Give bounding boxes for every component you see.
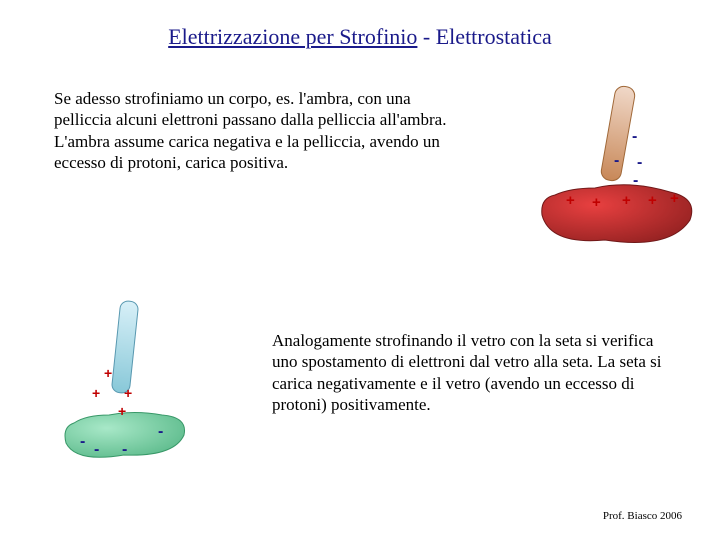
glass-plus-0: + (104, 365, 112, 381)
amber-minus-2: - (637, 154, 642, 172)
diagram-glass-silk: ++++---- (54, 295, 224, 465)
title-underlined: Elettrizzazione per Strofinio (168, 24, 417, 49)
amber-minus-3: - (633, 172, 638, 190)
paragraph-1: Se adesso strofiniamo un corpo, es. l'am… (54, 88, 454, 173)
silk-minus-3: - (80, 433, 85, 451)
footer-credit: Prof. Biasco 2006 (603, 510, 682, 522)
fur-plus-2: + (622, 192, 631, 209)
silk-minus-2: - (122, 441, 127, 459)
amber-minus-0: - (632, 128, 637, 146)
fur-plus-1: + (592, 194, 601, 211)
glass-plus-1: + (92, 385, 100, 401)
fur-plus-3: + (648, 192, 657, 209)
paragraph-2: Analogamente strofinando il vetro con la… (272, 330, 672, 415)
glass-plus-3: + (118, 403, 126, 419)
silk-minus-0: - (158, 423, 163, 441)
diagram-amber-fur: ----+++++ (530, 80, 700, 250)
title-rest: - Elettrostatica (417, 24, 551, 49)
glass-plus-2: + (124, 385, 132, 401)
fur-plus-4: + (670, 190, 679, 207)
fur-plus-0: + (566, 192, 575, 209)
silk-minus-1: - (94, 441, 99, 459)
amber-minus-1: - (614, 152, 619, 170)
page-title: Elettrizzazione per Strofinio - Elettros… (0, 24, 720, 50)
glass-rod (111, 300, 139, 393)
